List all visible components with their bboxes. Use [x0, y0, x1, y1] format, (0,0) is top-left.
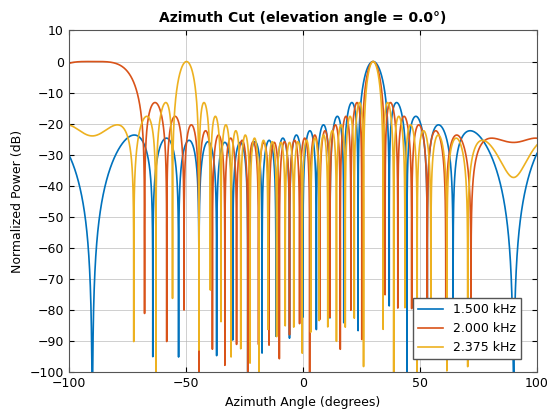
2.375 kHz — [97, 131, 104, 136]
2.375 kHz — [152, 370, 159, 375]
1.500 kHz — [178, 162, 185, 167]
2.000 kHz — [89, 59, 96, 64]
2.000 kHz — [195, 370, 202, 375]
1.500 kHz — [88, 370, 95, 375]
Line: 1.500 kHz: 1.500 kHz — [69, 62, 537, 373]
Title: Azimuth Cut (elevation angle = 0.0°): Azimuth Cut (elevation angle = 0.0°) — [159, 11, 447, 25]
1.500 kHz — [97, 206, 104, 211]
2.375 kHz — [245, 147, 251, 152]
2.375 kHz — [320, 134, 326, 139]
1.500 kHz — [245, 205, 251, 210]
Y-axis label: Normalized Power (dB): Normalized Power (dB) — [11, 130, 24, 273]
2.000 kHz — [97, 59, 104, 64]
1.500 kHz — [320, 123, 326, 128]
1.500 kHz — [66, 152, 72, 157]
1.500 kHz — [413, 114, 419, 119]
2.000 kHz — [178, 137, 185, 142]
2.000 kHz — [66, 61, 72, 66]
X-axis label: Azimuth Angle (degrees): Azimuth Angle (degrees) — [225, 396, 381, 409]
2.375 kHz — [66, 123, 72, 128]
2.000 kHz — [320, 134, 326, 139]
1.500 kHz — [534, 151, 540, 156]
2.375 kHz — [413, 166, 419, 171]
1.500 kHz — [370, 59, 376, 64]
2.000 kHz — [534, 136, 540, 141]
Legend: 1.500 kHz, 2.000 kHz, 2.375 kHz: 1.500 kHz, 2.000 kHz, 2.375 kHz — [413, 298, 521, 360]
2.375 kHz — [178, 66, 185, 71]
2.000 kHz — [347, 202, 354, 207]
2.000 kHz — [413, 126, 419, 131]
2.375 kHz — [183, 59, 190, 64]
2.000 kHz — [245, 195, 251, 200]
Line: 2.375 kHz: 2.375 kHz — [69, 62, 537, 373]
1.500 kHz — [347, 101, 354, 106]
2.375 kHz — [534, 142, 540, 147]
Line: 2.000 kHz: 2.000 kHz — [69, 62, 537, 373]
2.375 kHz — [347, 115, 354, 120]
